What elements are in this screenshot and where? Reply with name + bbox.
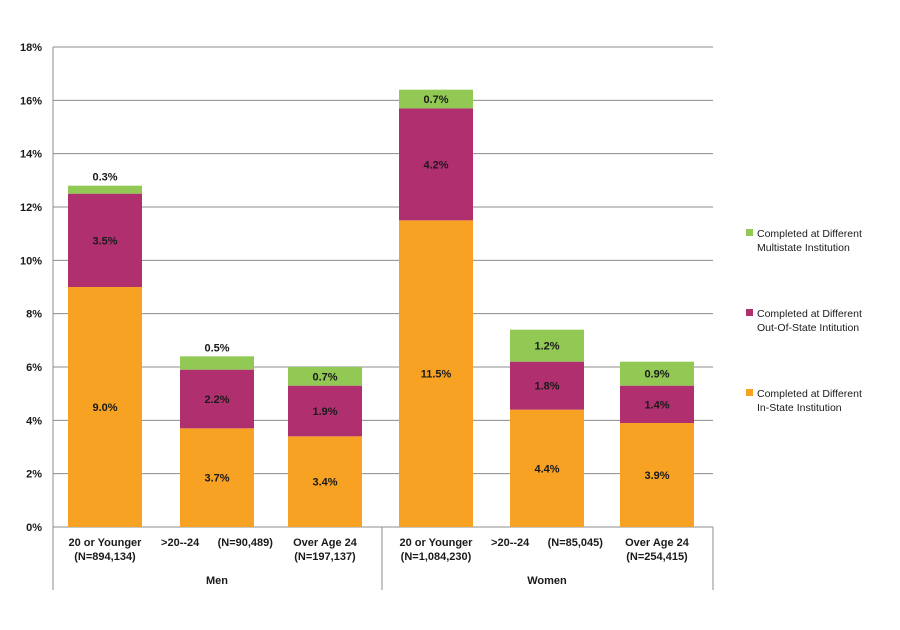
bar-segment [288, 385, 362, 437]
data-label: 0.5% [204, 342, 229, 354]
y-tick-label: 8% [26, 309, 42, 321]
bar-segment [620, 385, 694, 423]
bar-segment [180, 356, 254, 370]
y-tick-label: 12% [20, 202, 42, 214]
legend-label: Completed at Different [757, 308, 862, 320]
x-tick-label: 20 or Younger [400, 537, 474, 549]
data-label: 3.9% [644, 470, 669, 482]
x-tick-label: (N=894,134) [74, 551, 136, 563]
data-label: 3.5% [92, 235, 117, 247]
legend-label: Multistate Institution [757, 242, 850, 254]
bar-segment [510, 361, 584, 410]
data-label: 2.2% [204, 394, 229, 406]
data-label: 0.7% [312, 371, 337, 383]
legend-swatch [746, 229, 753, 236]
legend-label: Out-Of-State Intitution [757, 322, 859, 334]
bar-segment [288, 367, 362, 386]
x-tick-label: Over Age 24 [293, 537, 358, 549]
data-label: 9.0% [92, 402, 117, 414]
data-label: 1.2% [534, 341, 559, 353]
legend-label: Completed at Different [757, 228, 862, 240]
x-tick-label: 20 or Younger [69, 537, 143, 549]
y-tick-label: 2% [26, 469, 42, 481]
legend-label: Completed at Different [757, 388, 862, 400]
y-tick-label: 4% [26, 415, 42, 427]
bar-segment [399, 220, 473, 528]
bar-segment [68, 287, 142, 527]
y-tick-label: 14% [20, 149, 42, 161]
legend-swatch [746, 309, 753, 316]
data-label: 4.4% [534, 463, 559, 475]
bar-segment [620, 423, 694, 527]
group-label: Men [206, 575, 228, 587]
bar-segment [68, 185, 142, 194]
bar-segment [399, 89, 473, 109]
bar-segment [288, 436, 362, 527]
x-tick-label: >20--24 (N=90,489) [161, 537, 273, 549]
data-label: 3.4% [312, 477, 337, 489]
bar-segment [399, 108, 473, 221]
bar-segment [180, 369, 254, 429]
x-tick-label: (N=254,415) [626, 551, 688, 563]
legend-label: In-State Institution [757, 402, 842, 414]
bar-segment [510, 409, 584, 527]
x-tick-label: >20--24 (N=85,045) [491, 537, 603, 549]
x-tick-label: (N=197,137) [294, 551, 356, 563]
legend-swatch [746, 389, 753, 396]
x-tick-label: Over Age 24 [625, 537, 690, 549]
bar-segment [68, 193, 142, 287]
y-tick-label: 10% [20, 255, 42, 267]
y-tick-label: 18% [20, 42, 42, 54]
data-label: 0.9% [644, 369, 669, 381]
data-label: 3.7% [204, 473, 229, 485]
x-tick-label: (N=1,084,230) [401, 551, 472, 563]
group-label: Women [527, 575, 567, 587]
bar-segment [180, 428, 254, 527]
y-tick-label: 6% [26, 362, 42, 374]
y-tick-label: 16% [20, 95, 42, 107]
data-label: 1.8% [534, 381, 559, 393]
data-label: 1.9% [312, 406, 337, 418]
bar-segment [620, 361, 694, 386]
data-label: 4.2% [423, 159, 448, 171]
data-label: 0.7% [423, 94, 448, 106]
bar-segment [510, 329, 584, 362]
data-label: 11.5% [421, 369, 452, 381]
data-label: 0.3% [92, 172, 117, 184]
data-label: 1.4% [644, 399, 669, 411]
y-tick-label: 0% [26, 522, 42, 534]
